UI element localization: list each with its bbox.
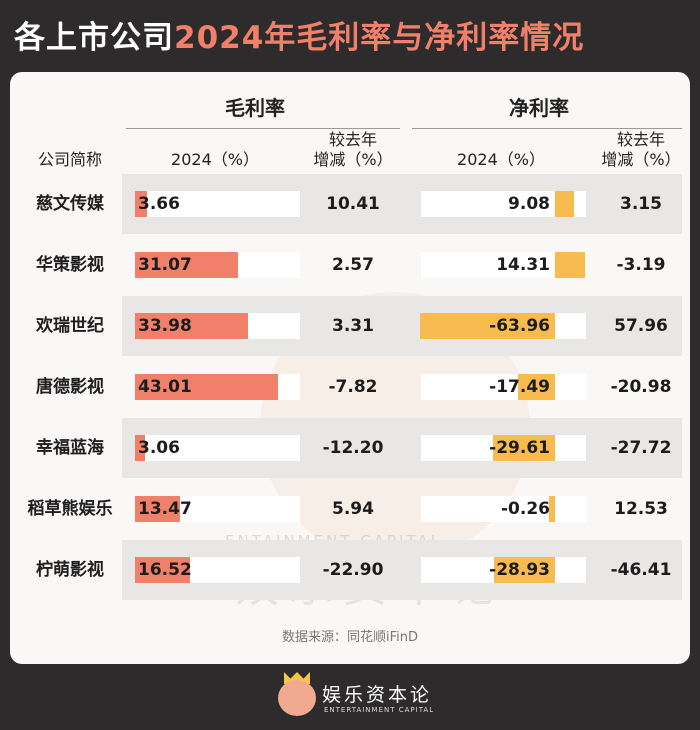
net-bar [518, 374, 555, 400]
table-row-name: 华策影视 [36, 255, 104, 275]
mascot-icon [278, 680, 316, 716]
net-2024-header: 2024（%） [457, 150, 545, 169]
gross-change-value: -22.90 [322, 560, 384, 580]
table-row-name: 慈文传媒 [36, 194, 104, 214]
net-group-header: 净利率 [509, 96, 569, 120]
net-change-value: -3.19 [616, 255, 666, 275]
gross-value: 3.06 [138, 438, 180, 458]
gross-bar [135, 191, 148, 217]
title-bar: 各上市公司2024年毛利率与净利率情况 [0, 0, 700, 72]
net-value: 9.08 [508, 194, 550, 214]
net-change-value: -20.98 [610, 377, 672, 397]
gross-bar [135, 557, 190, 583]
gross-value: 43.01 [138, 377, 192, 397]
gross-bar-track [135, 191, 300, 217]
net-value: -0.26 [501, 499, 550, 519]
page-title: 各上市公司2024年毛利率与净利率情况 [14, 12, 584, 57]
source-note: 数据来源：同花顺iFinD [281, 630, 418, 645]
net-change-value: -27.72 [610, 438, 672, 458]
net-bar [549, 496, 555, 522]
gross-change-header: 较去年 增减（%） [313, 130, 393, 169]
net-change-header: 较去年 增减（%） [601, 130, 681, 169]
table-row-name: 柠萌影视 [36, 560, 104, 580]
net-value: 14.31 [496, 255, 550, 275]
net-bar [492, 435, 555, 461]
table-row-name: 幸福蓝海 [36, 438, 104, 458]
gross-bar [135, 496, 180, 522]
gross-change-value: 3.31 [332, 316, 374, 336]
title-part-orange: 2024年毛利率与净利率情况 [174, 20, 585, 56]
net-change-value: -46.41 [610, 560, 672, 580]
gross-change-value: 5.94 [332, 499, 374, 519]
gross-2024-header: 2024（%） [171, 150, 259, 169]
gross-bar [135, 252, 239, 278]
gross-bar-track [135, 435, 300, 461]
table-row-name: 稻草熊娱乐 [27, 499, 113, 519]
gross-change-value: -12.20 [322, 438, 384, 458]
net-bar [555, 191, 575, 217]
gross-group-header: 毛利率 [225, 96, 285, 120]
gross-group-line [126, 128, 400, 129]
net-bar-track [421, 496, 586, 522]
company-header: 公司简称 [37, 150, 102, 169]
gross-change-value: 2.57 [332, 255, 374, 275]
table-row-name: 欢瑞世纪 [36, 316, 104, 336]
title-part-white: 各上市公司 [14, 20, 174, 56]
net-bar [555, 252, 586, 278]
net-change-value: 57.96 [614, 316, 668, 336]
net-group-line [412, 128, 682, 129]
logo-name: 娱乐资本论 [322, 684, 433, 706]
net-change-value: 3.15 [620, 194, 662, 214]
gross-bar [135, 374, 278, 400]
table-card: ENTAINMENT CAPITAL 娱乐资本论 毛利率 净利率 公司简称 20… [10, 72, 690, 664]
net-value: -28.93 [489, 560, 550, 580]
gross-value: 3.66 [138, 194, 180, 214]
net-bar [420, 313, 555, 339]
gross-change-value: -7.82 [328, 377, 378, 397]
net-value: -17.49 [489, 377, 550, 397]
brand-logo: 娱乐资本论 ENTERTAINMENT CAPITAL [278, 672, 438, 724]
gross-value: 13.47 [138, 499, 192, 519]
gross-change-value: 10.41 [326, 194, 380, 214]
gross-value: 33.98 [138, 316, 192, 336]
gross-bar [135, 313, 248, 339]
logo-subtitle: ENTERTAINMENT CAPITAL [324, 706, 435, 714]
gross-bar [135, 435, 146, 461]
net-bar-track [421, 374, 586, 400]
net-change-value: 12.53 [614, 499, 668, 519]
net-bar [493, 557, 555, 583]
gross-value: 31.07 [138, 255, 192, 275]
table-row-name: 唐德影视 [36, 377, 104, 397]
gross-value: 16.52 [138, 560, 192, 580]
net-value: -63.96 [489, 316, 550, 336]
net-value: -29.61 [489, 438, 550, 458]
